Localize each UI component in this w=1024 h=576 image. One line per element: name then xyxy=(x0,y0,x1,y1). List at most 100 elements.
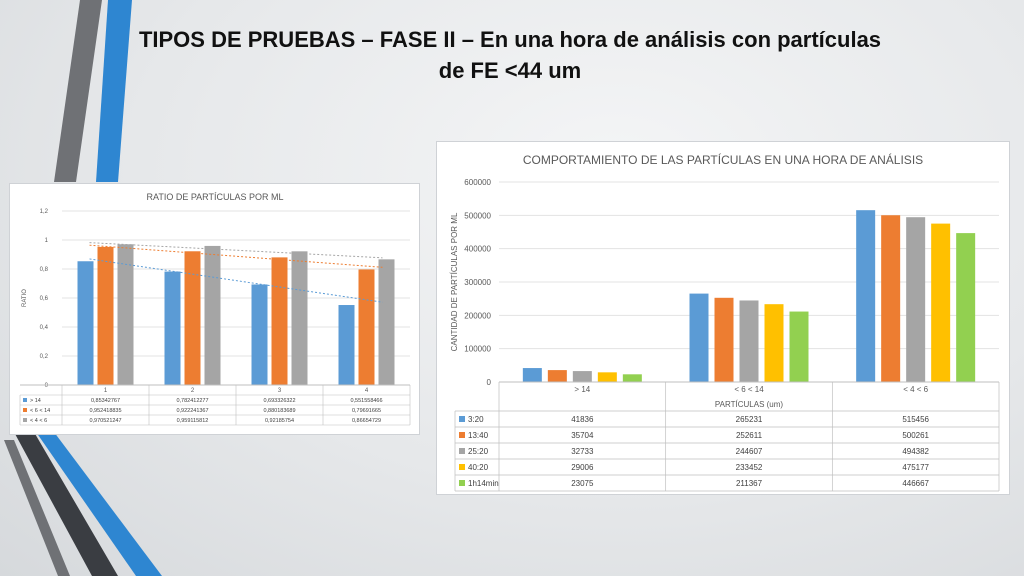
chart1-ylabel: RATIO xyxy=(22,289,28,307)
chart1-table-value: 0,782412277 xyxy=(176,398,208,404)
particles-chart: COMPORTAMIENTO DE LAS PARTÍCULAS EN UNA … xyxy=(436,141,1010,495)
chart1-bar xyxy=(358,269,375,385)
chart1-bar xyxy=(291,251,308,385)
chart1-legend-label: > 14 xyxy=(30,398,41,404)
chart1-ytick-label: 0,6 xyxy=(40,296,49,302)
chart1-ytick-label: 1,2 xyxy=(40,209,49,215)
chart1-xtick-label: 3 xyxy=(278,388,282,394)
chart2-ylabel: CANTIDAD DE PARTÍCULAS POR ML xyxy=(450,212,459,351)
slide-title: TIPOS DE PRUEBAS – FASE II – En una hora… xyxy=(120,24,900,86)
chart2-bar xyxy=(522,368,542,382)
chart2-bar xyxy=(931,223,951,382)
chart2-xtick-label: < 4 < 6 xyxy=(903,385,928,394)
chart2-table-value: 29006 xyxy=(571,463,594,472)
chart1-table-value: 0,79691665 xyxy=(352,408,381,414)
chart1-trendline xyxy=(89,242,383,259)
deco-stripe-dark-bottom xyxy=(14,432,118,576)
chart1-legend-swatch xyxy=(23,408,27,412)
ratio-chart-svg: RATIO DE PARTÍCULAS POR ML RATIO 0 0,2 0,4 0,… xyxy=(19,192,411,426)
chart2-bar xyxy=(689,293,709,382)
chart1-bar xyxy=(97,246,114,385)
chart2-bar xyxy=(856,210,876,382)
chart2-table-value: 41836 xyxy=(571,415,594,424)
deco-stripe-blue-top xyxy=(96,0,132,182)
chart1-table-value: 0,880183689 xyxy=(263,408,295,414)
chart2-table-value: 32733 xyxy=(571,447,594,456)
chart2-ytick-label: 400000 xyxy=(464,245,491,254)
ratio-chart: RATIO DE PARTÍCULAS POR ML RATIO 0 0,2 0,4 0,… xyxy=(9,183,420,435)
chart1-table-value: 0,952418835 xyxy=(89,408,121,414)
chart2-legend-label: 40:20 xyxy=(468,463,489,472)
chart2-bar xyxy=(597,372,617,382)
chart1-table-value: 0,970521247 xyxy=(89,418,121,424)
chart2-table-value: 500261 xyxy=(902,431,929,440)
chart2-legend-label: 13:40 xyxy=(468,431,489,440)
chart1-trendline xyxy=(89,244,383,268)
chart2-legend-label: 25:20 xyxy=(468,447,489,456)
chart1-trendline xyxy=(89,258,383,303)
chart1-table-value: 0,959115812 xyxy=(177,418,209,424)
chart1-xtick-label: 2 xyxy=(191,388,195,394)
chart2-legend-swatch xyxy=(459,480,465,486)
chart2-xtick-label: < 6 < 14 xyxy=(734,385,764,394)
chart1-legend-label: < 4 < 6 xyxy=(30,418,47,424)
chart2-title: COMPORTAMIENTO DE LAS PARTÍCULAS EN UNA … xyxy=(523,152,923,167)
chart2-bar xyxy=(956,233,976,382)
chart2-bar xyxy=(622,374,642,382)
chart1-bar xyxy=(251,284,268,385)
chart2-bar xyxy=(714,297,734,382)
chart1-bar xyxy=(77,261,94,385)
chart2-table-value: 446667 xyxy=(902,479,929,488)
chart2-bar xyxy=(764,304,784,382)
chart2-ytick-label: 100000 xyxy=(464,345,491,354)
chart1-table-value: 0,693326322 xyxy=(263,398,295,404)
chart2-table-value: 252611 xyxy=(736,431,763,440)
chart2-table-value: 494382 xyxy=(902,447,929,456)
chart1-legend-swatch xyxy=(23,398,27,402)
chart1-table-value: 0,86654729 xyxy=(352,418,381,424)
chart1-legend-label: < 6 < 14 xyxy=(30,408,50,414)
chart1-ytick-label: 0,2 xyxy=(40,354,49,360)
chart2-bar xyxy=(572,371,592,382)
chart1-ytick-label: 0,8 xyxy=(40,267,49,273)
chart1-ytick-label: 1 xyxy=(45,238,49,244)
chart1-xtick-label: 4 xyxy=(365,388,369,394)
chart2-xlabel: PARTÍCULAS (um) xyxy=(715,400,783,409)
chart2-ytick-label: 200000 xyxy=(464,311,491,320)
chart2-table-value: 23075 xyxy=(571,479,594,488)
particles-chart-svg: COMPORTAMIENTO DE LAS PARTÍCULAS EN UNA … xyxy=(450,152,1000,492)
deco-stripe-gray-bottom xyxy=(4,440,70,576)
chart1-title: RATIO DE PARTÍCULAS POR ML xyxy=(146,192,283,202)
chart1-table-value: 0,551558466 xyxy=(350,398,382,404)
chart1-xtick-label: 1 xyxy=(104,388,108,394)
chart1-ytick-label: 0,4 xyxy=(40,325,49,331)
chart2-table-value: 515456 xyxy=(902,415,929,424)
chart1-bar xyxy=(117,244,134,385)
chart1-table-value: 0,922241367 xyxy=(176,408,208,414)
chart2-bar xyxy=(547,370,567,382)
chart2-table-value: 244607 xyxy=(736,447,763,456)
chart2-legend-label: 1h14min xyxy=(468,479,499,488)
slide-title-line2: de FE <44 um xyxy=(438,58,582,83)
chart2-ytick-label: 0 xyxy=(487,378,492,387)
chart2-table-value: 211367 xyxy=(736,479,763,488)
chart1-ytick-label: 0 xyxy=(45,383,49,389)
chart2-table-value: 35704 xyxy=(571,431,594,440)
slide-title-line1: TIPOS DE PRUEBAS – FASE II – En una hora… xyxy=(138,27,882,52)
chart2-legend-swatch xyxy=(459,416,465,422)
chart2-ytick-label: 600000 xyxy=(464,178,491,187)
deco-stripe-gray-top xyxy=(54,0,102,182)
chart2-bar xyxy=(789,311,809,382)
chart2-legend-label: 3:20 xyxy=(468,415,484,424)
chart1-bar xyxy=(378,259,395,385)
chart2-ytick-label: 500000 xyxy=(464,211,491,220)
chart1-bar xyxy=(271,257,288,385)
chart1-bar xyxy=(184,251,201,385)
chart1-bar xyxy=(164,271,181,385)
chart2-bar xyxy=(906,217,926,382)
chart2-table-value: 475177 xyxy=(902,463,929,472)
chart2-legend-swatch xyxy=(459,448,465,454)
deco-stripe-blue-bottom xyxy=(36,432,162,576)
chart1-table-value: 0,85342767 xyxy=(91,398,120,404)
